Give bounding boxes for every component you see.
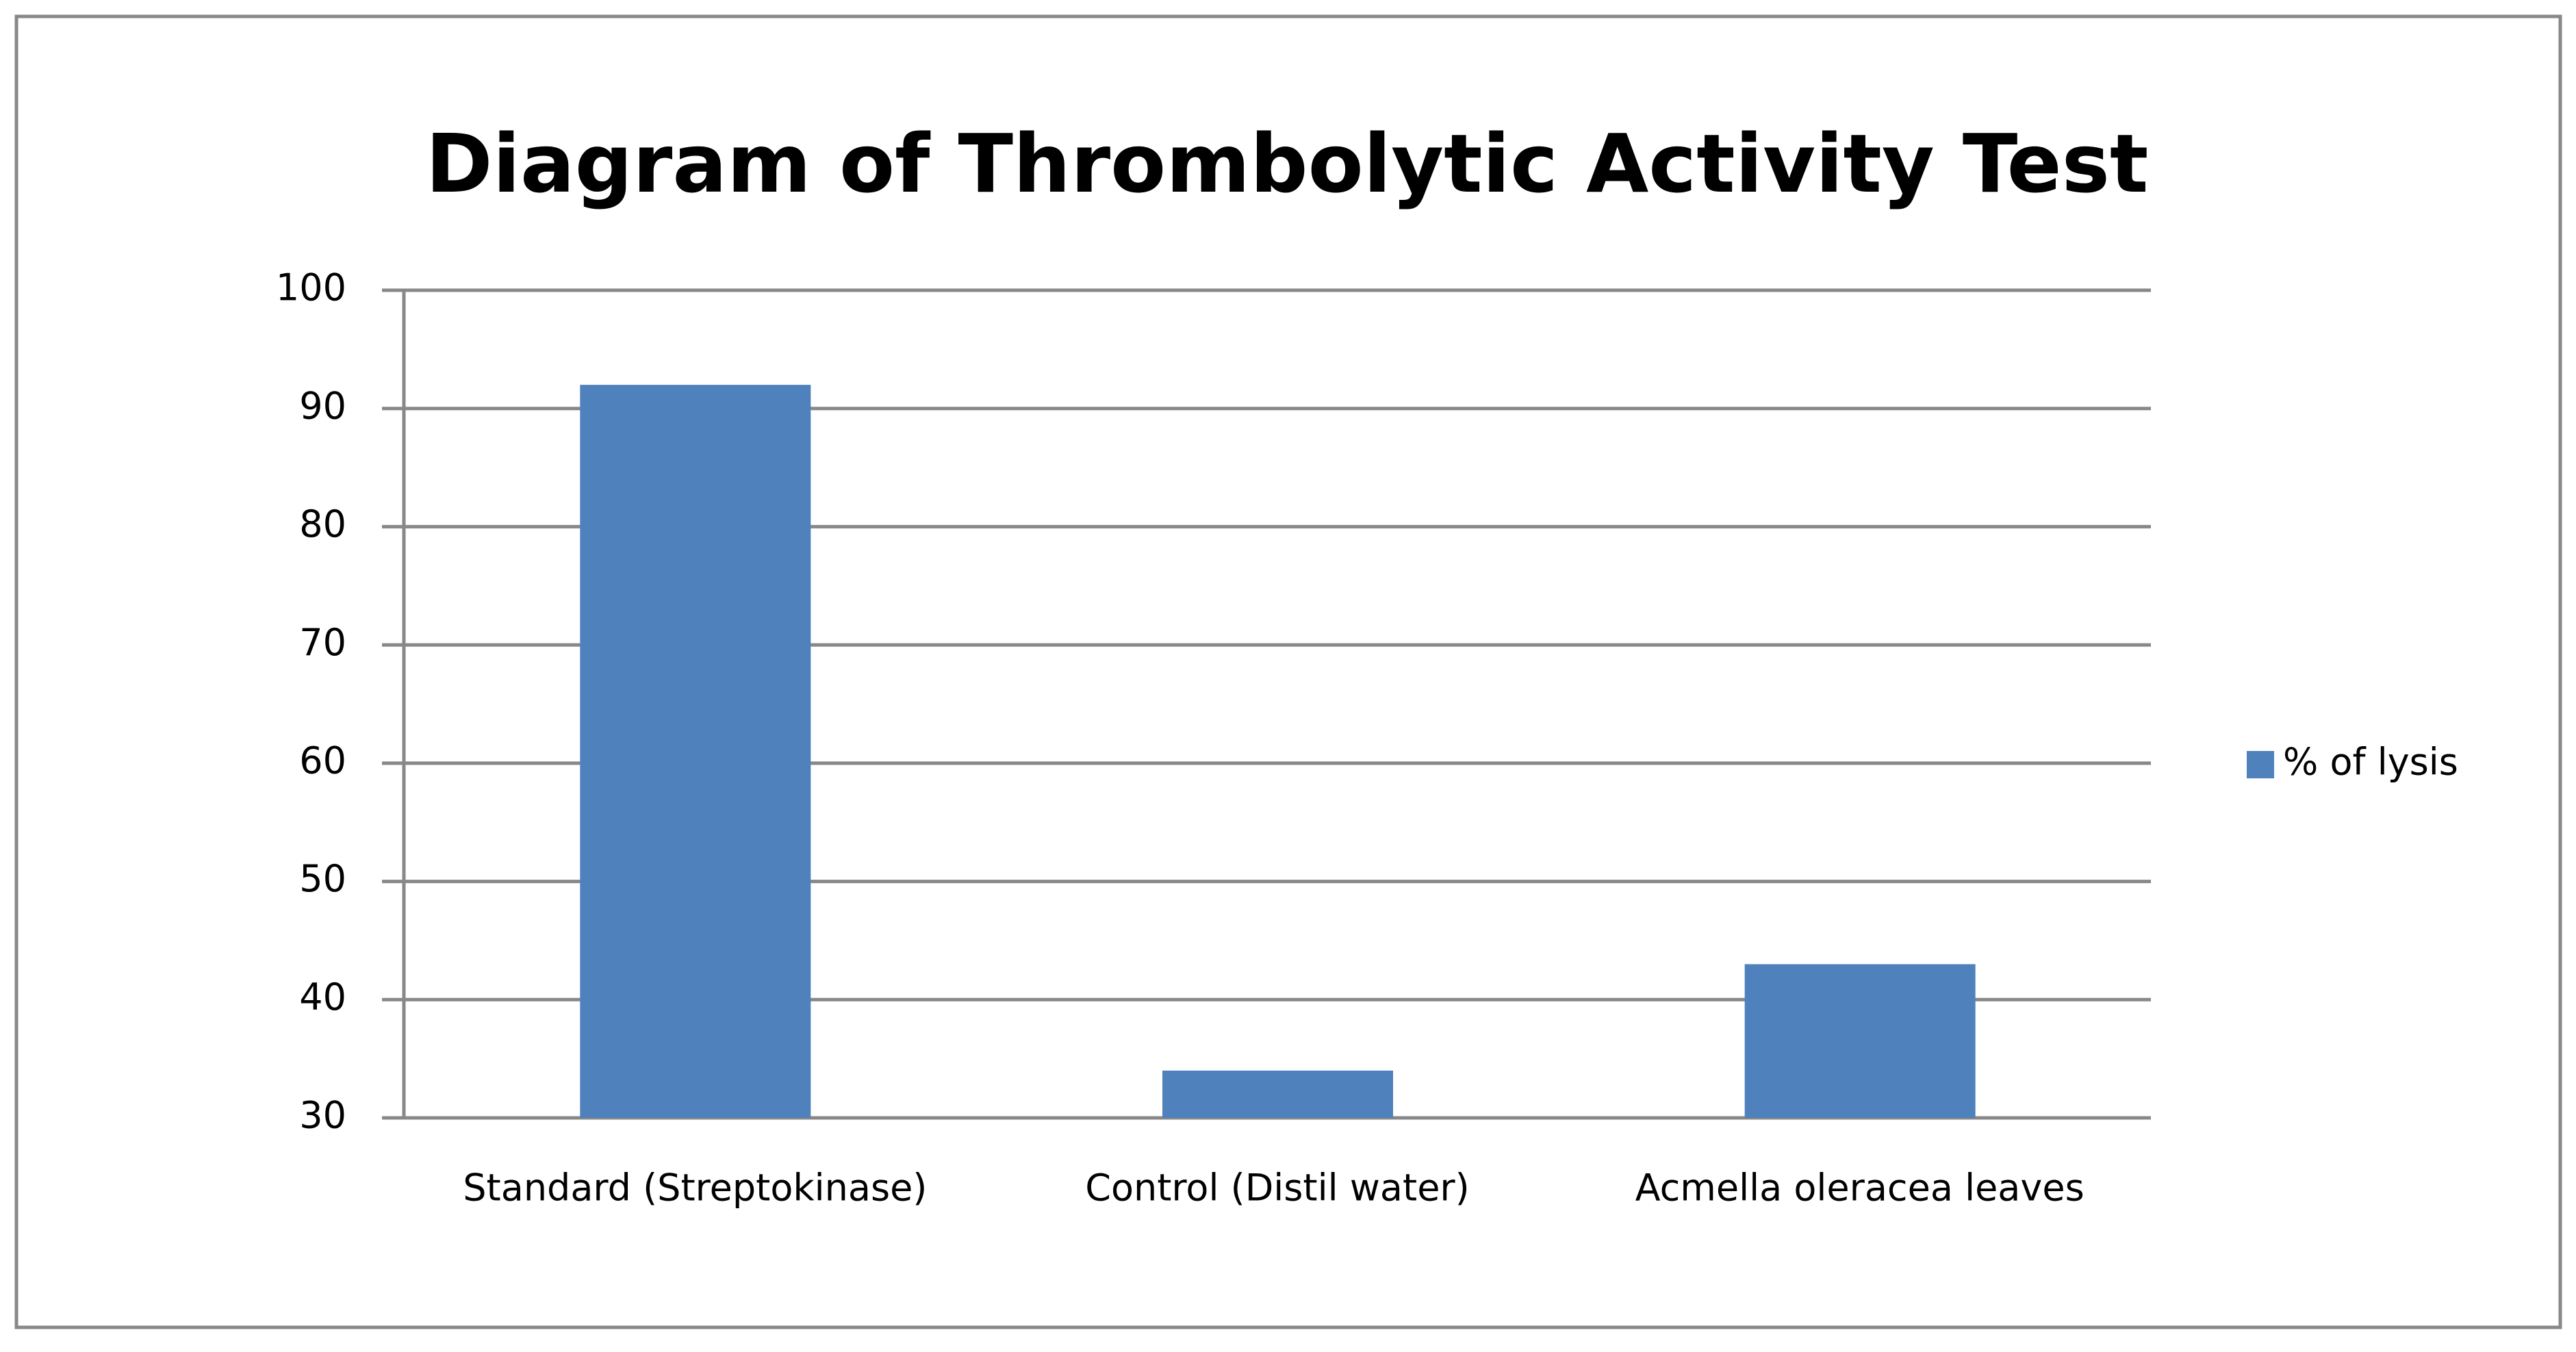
chart-title: Diagram of Thrombolytic Activity Test	[426, 116, 2149, 211]
legend-swatch	[2247, 751, 2274, 778]
x-tick-label: Standard (Streptokinase)	[463, 1166, 927, 1210]
bar	[1162, 1070, 1393, 1118]
y-tick-label: 50	[299, 857, 346, 900]
y-tick-label: 40	[299, 975, 346, 1019]
legend-label: % of lysis	[2283, 741, 2458, 784]
y-tick-label: 80	[299, 502, 346, 546]
y-tick-label: 100	[276, 266, 346, 309]
y-tick-label: 70	[299, 621, 346, 664]
y-tick-label: 60	[299, 739, 346, 782]
x-tick-label: Control (Distil water)	[1085, 1166, 1469, 1210]
y-tick-label: 30	[299, 1094, 346, 1137]
chart-frame	[14, 14, 2562, 1329]
bar	[580, 385, 811, 1119]
x-tick-label: Acmella oleracea leaves	[1635, 1166, 2084, 1210]
bar	[1744, 964, 1976, 1118]
y-tick-label: 90	[299, 384, 346, 427]
